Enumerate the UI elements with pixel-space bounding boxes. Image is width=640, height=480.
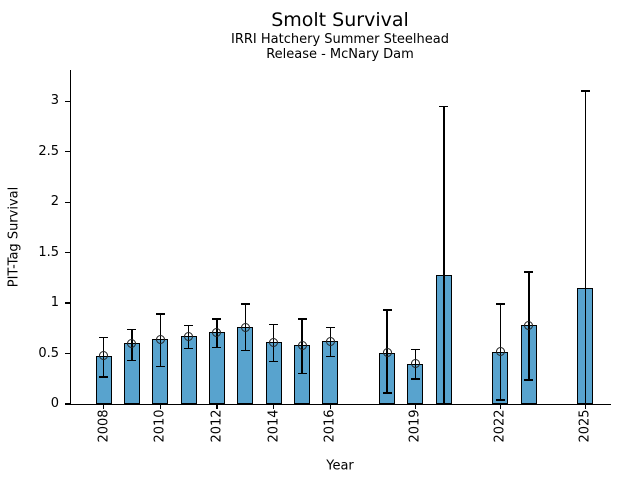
error-cap-low-2025 (580, 403, 590, 405)
error-bar-2025 (584, 91, 587, 404)
chart-subtitle-line2: Release - McNary Dam (266, 47, 414, 62)
x-tick-2022 (499, 404, 502, 409)
y-tick-label-0.5: 0.5 (38, 345, 59, 361)
point-marker-2011 (184, 331, 194, 341)
error-cap-low-2009 (127, 359, 137, 362)
error-cap-low-2020 (439, 403, 449, 405)
y-tick-label-1: 1 (50, 295, 59, 311)
point-marker-2022 (495, 347, 505, 357)
x-tick-label-2008: 2008 (96, 409, 112, 443)
error-cap-high-2013 (240, 303, 250, 305)
x-tick-2019 (414, 404, 416, 409)
y-tick-label-2.5: 2.5 (38, 143, 59, 159)
x-tick-label-2012: 2012 (209, 409, 225, 443)
error-cap-high-2010 (155, 313, 165, 315)
point-marker-2008 (99, 351, 109, 361)
error-cap-high-2018 (382, 309, 392, 311)
point-marker-2010 (155, 334, 165, 344)
error-cap-low-2019 (410, 378, 420, 380)
error-cap-high-2022 (495, 303, 505, 305)
error-cap-high-2009 (127, 328, 137, 331)
error-cap-low-2013 (240, 349, 250, 352)
x-tick-2014 (273, 404, 275, 409)
point-marker-2018 (382, 348, 392, 358)
error-cap-low-2015 (297, 372, 307, 375)
x-tick-label-2010: 2010 (152, 409, 168, 443)
point-marker-2023 (524, 320, 534, 330)
error-cap-low-2011 (184, 347, 194, 350)
chart-title: Smolt Survival (271, 9, 409, 31)
point-marker-2012 (212, 327, 222, 337)
x-tick-label-2016: 2016 (322, 409, 338, 443)
point-marker-2015 (297, 340, 307, 350)
x-tick-2025 (584, 404, 587, 409)
y-tick-2 (65, 201, 70, 203)
error-cap-high-2008 (99, 336, 109, 339)
y-tick-label-0: 0 (50, 396, 59, 411)
chart-subtitle-line1: IRRI Hatchery Summer Steelhead (231, 32, 449, 47)
chart-header: Smolt Survival IRRI Hatchery Summer Stee… (70, 9, 610, 62)
error-cap-high-2023 (524, 271, 534, 273)
error-cap-high-2014 (269, 323, 279, 326)
error-cap-high-2020 (439, 105, 449, 108)
y-axis-label: PIT-Tag Survival (6, 186, 22, 288)
error-cap-low-2023 (524, 379, 534, 381)
y-tick-1.5 (65, 252, 70, 254)
x-tick-label-2019: 2019 (407, 409, 423, 443)
error-cap-high-2025 (580, 90, 590, 92)
point-marker-2016 (325, 336, 335, 346)
error-cap-high-2016 (325, 326, 335, 329)
point-marker-2009 (127, 338, 137, 348)
error-cap-high-2019 (410, 348, 420, 351)
y-tick-1 (65, 302, 70, 304)
error-cap-low-2016 (325, 355, 335, 358)
error-cap-high-2012 (212, 318, 222, 320)
point-marker-2013 (240, 322, 250, 332)
plot-area: 0 0.5 1 1.5 2 2.5 3 2008 2010 2012 2014 2016 2019 202… (38, 70, 611, 443)
error-cap-low-2022 (495, 399, 505, 401)
error-cap-low-2018 (382, 392, 392, 394)
x-tick-2010 (159, 404, 161, 409)
error-bar-2020 (443, 106, 445, 404)
y-tick-0.5 (65, 352, 70, 355)
error-cap-low-2014 (269, 360, 279, 363)
x-tick-label-2025: 2025 (577, 409, 593, 443)
x-tick-label-2014: 2014 (266, 409, 282, 443)
x-tick-2016 (329, 404, 331, 409)
error-cap-high-2011 (184, 324, 194, 327)
point-marker-2014 (269, 337, 279, 347)
error-cap-low-2012 (212, 346, 222, 349)
x-axis-label: Year (326, 458, 354, 474)
y-tick-label-1.5: 1.5 (38, 244, 59, 260)
y-tick-label-2: 2 (50, 194, 59, 210)
y-tick-2.5 (65, 151, 70, 153)
x-tick-label-2022: 2022 (492, 409, 508, 443)
x-tick-2012 (216, 404, 218, 409)
y-tick-0 (65, 403, 70, 405)
error-cap-high-2015 (297, 318, 307, 320)
y-tick-3 (65, 100, 70, 102)
y-tick-label-3: 3 (50, 93, 59, 109)
point-marker-2019 (410, 359, 420, 369)
error-cap-low-2008 (99, 376, 109, 378)
x-tick-2008 (102, 404, 105, 409)
error-cap-low-2010 (155, 365, 165, 368)
